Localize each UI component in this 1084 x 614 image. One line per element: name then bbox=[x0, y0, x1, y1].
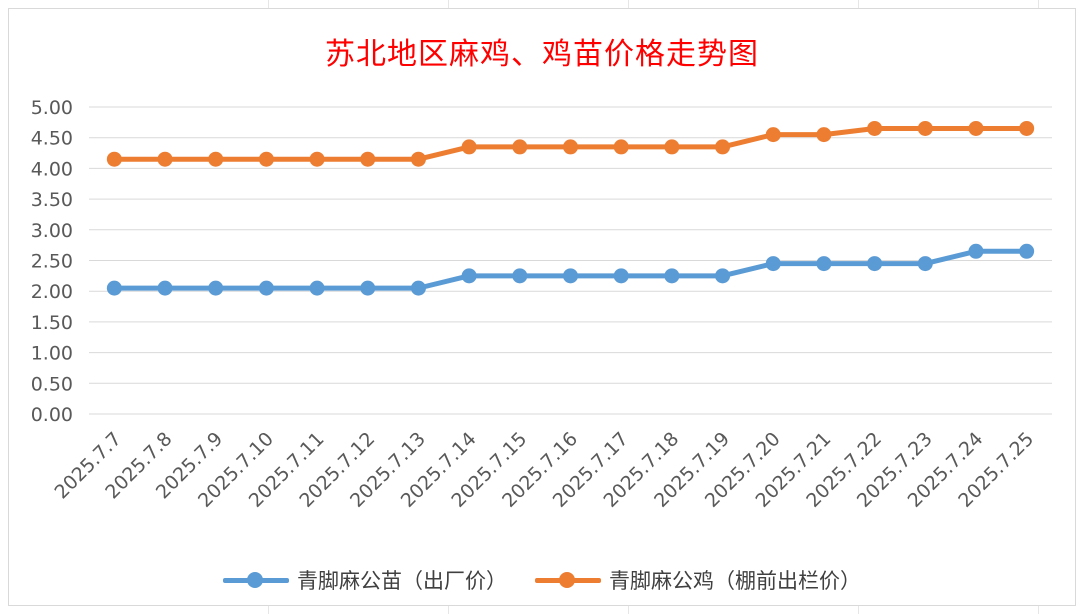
series-2-point bbox=[867, 120, 883, 136]
series-1-point bbox=[360, 280, 376, 296]
y-tick-label: 1.50 bbox=[31, 312, 73, 334]
legend-label-series-1: 青脚麻公苗（出厂价） bbox=[297, 569, 507, 593]
y-tick-label: 3.50 bbox=[31, 189, 73, 211]
series-1-point bbox=[765, 256, 781, 272]
series-1-point bbox=[410, 280, 426, 296]
series-2-point bbox=[563, 139, 578, 155]
series-1-point bbox=[867, 256, 883, 272]
y-tick-label: 4.00 bbox=[31, 158, 73, 180]
chart-area[interactable]: 苏北地区麻鸡、鸡苗价格走势图 0.00 0.50 1.00 1.50 2.00 2.50 3… bbox=[8, 8, 1076, 606]
chart-legend: 青脚麻公苗（出厂价） 青脚麻公鸡（棚前出栏价） bbox=[9, 565, 1075, 595]
series-1-point bbox=[664, 268, 680, 284]
series-2-point bbox=[613, 139, 629, 155]
series-1-point bbox=[715, 268, 731, 284]
series-2-point bbox=[208, 151, 224, 167]
series-1-point bbox=[613, 268, 629, 284]
series-1-point bbox=[1019, 243, 1035, 259]
y-tick-label: 2.00 bbox=[31, 281, 73, 303]
series-2-point bbox=[157, 151, 173, 167]
series-1-point bbox=[461, 268, 477, 284]
series-2-point bbox=[1019, 120, 1035, 136]
series-2-point bbox=[461, 139, 477, 155]
series-2-point bbox=[258, 151, 274, 167]
series-1-point bbox=[512, 268, 528, 284]
series-2-point bbox=[410, 151, 426, 167]
series-2-point bbox=[715, 139, 731, 155]
series-1-point bbox=[917, 256, 933, 272]
legend-swatch-series-2 bbox=[535, 570, 601, 590]
series-2-point bbox=[664, 139, 680, 155]
y-tick-label: 0.50 bbox=[31, 373, 73, 395]
series-1-point bbox=[258, 280, 274, 296]
y-tick-label: 3.00 bbox=[31, 220, 73, 242]
y-tick-label: 4.50 bbox=[31, 128, 73, 150]
y-tick-label: 1.00 bbox=[31, 343, 73, 365]
series-2-point bbox=[816, 127, 832, 143]
series-1-point bbox=[968, 243, 984, 259]
chart-title: 苏北地区麻鸡、鸡苗价格走势图 bbox=[325, 37, 759, 72]
y-tick-label: 5.00 bbox=[31, 97, 73, 119]
series-2-point bbox=[917, 120, 933, 136]
series-2-point bbox=[106, 151, 122, 167]
plot-area: 0.00 0.50 1.00 1.50 2.00 2.50 3.00 3.50 4.00 4.50… bbox=[31, 97, 1052, 512]
series-1-point bbox=[208, 280, 224, 296]
series-1-point bbox=[816, 256, 832, 272]
y-tick-label: 2.50 bbox=[31, 251, 73, 273]
legend-swatch-series-1 bbox=[223, 570, 289, 590]
series-1-point bbox=[309, 280, 325, 296]
series-1-point bbox=[563, 268, 578, 284]
series-1-point bbox=[106, 280, 122, 296]
series-1-point bbox=[157, 280, 173, 296]
series-2-point bbox=[512, 139, 528, 155]
legend-item-series-1: 青脚麻公苗（出厂价） bbox=[223, 565, 507, 595]
legend-item-series-2: 青脚麻公鸡（棚前出栏价） bbox=[535, 565, 861, 595]
legend-label-series-2: 青脚麻公鸡（棚前出栏价） bbox=[609, 569, 861, 593]
series-2-point bbox=[360, 151, 376, 167]
series-2-point bbox=[765, 127, 781, 143]
series-2-point bbox=[309, 151, 325, 167]
series-2-point bbox=[968, 120, 984, 136]
y-tick-label: 0.00 bbox=[31, 404, 73, 426]
